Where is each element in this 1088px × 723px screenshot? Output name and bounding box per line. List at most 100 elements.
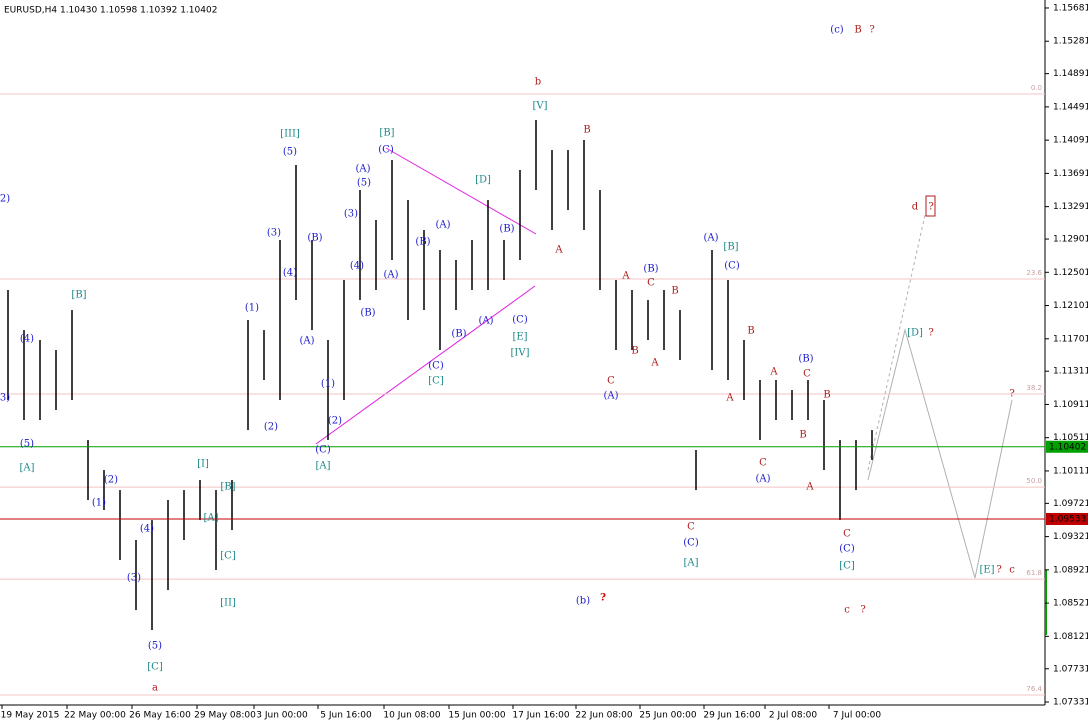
wave-label: [B]	[220, 482, 235, 493]
y-tick-label: 1.09321	[1053, 532, 1088, 542]
wave-label: (A)	[299, 336, 314, 347]
wave-label: ?	[869, 25, 874, 36]
x-tick-label: 10 Jun 08:00	[383, 711, 440, 721]
y-tick-label: 1.07331	[1053, 698, 1088, 708]
wave-label: C	[803, 369, 811, 380]
wave-label: (5)	[148, 641, 162, 652]
wave-label: (5)	[357, 178, 371, 189]
wave-label: B	[671, 286, 678, 297]
fib-label: 23.6	[1026, 269, 1042, 277]
wave-label: [A]	[315, 461, 330, 472]
y-tick-label: 1.08921	[1053, 565, 1088, 575]
fib-label: 0.0	[1031, 84, 1042, 92]
wave-label: B	[823, 390, 830, 401]
wave-label: [A]	[19, 463, 34, 474]
wave-label: (C)	[315, 445, 331, 456]
x-tick-label: 3 Jun 00:00	[256, 711, 308, 721]
wave-label: [B]	[71, 290, 86, 301]
x-tick-label: 17 Jun 16:00	[512, 711, 569, 721]
wave-label: A	[621, 271, 630, 282]
wave-label: ?	[996, 565, 1001, 576]
triangle-upper	[385, 147, 537, 235]
x-tick-label: 22 Jun 08:00	[575, 711, 632, 721]
wave-label: (4)	[283, 268, 297, 279]
y-tick-label: 1.11701	[1053, 334, 1088, 344]
wave-label: c	[1009, 565, 1015, 576]
y-tick-label: 1.15281	[1053, 37, 1088, 47]
wave-label: (B)	[499, 224, 514, 235]
wave-label: (5)	[20, 439, 34, 450]
y-tick-label: 1.09721	[1053, 499, 1088, 509]
y-tick-label: 1.11311	[1053, 367, 1088, 377]
price-tag	[1046, 512, 1088, 525]
wave-label: B	[631, 346, 638, 357]
x-tick-label: 19 May 2015	[1, 711, 60, 721]
symbol-line: EURUSD,H4 1.10430 1.10598 1.10392 1.1040…	[4, 6, 217, 16]
wave-label: [E]	[512, 332, 527, 343]
fib-label: 61.8	[1026, 569, 1042, 577]
y-tick-label: 1.14491	[1053, 102, 1088, 112]
wave-label: [B]	[723, 242, 738, 253]
wave-label: [IV]	[511, 348, 530, 359]
y-tick-label: 1.10111	[1053, 466, 1088, 476]
wave-label: [A]	[203, 513, 218, 524]
wave-label: [D]	[475, 175, 491, 186]
wave-label: ?	[928, 202, 933, 213]
x-tick-label: 15 Jun 00:00	[448, 711, 505, 721]
wave-label: C	[843, 529, 851, 540]
y-tick-label: 1.12501	[1053, 268, 1088, 278]
wave-label: [A]	[683, 558, 698, 569]
wave-label: (A)	[435, 220, 450, 231]
projection-dashed	[867, 214, 926, 471]
wave-label: A	[650, 358, 659, 369]
wave-label: (5)	[283, 147, 297, 158]
x-tick-label: 25 Jun 00:00	[639, 711, 696, 721]
y-tick-label: 1.10511	[1053, 433, 1088, 443]
wave-label: A	[769, 367, 778, 378]
triangle-lower	[315, 285, 536, 445]
y-tick-label: 1.12101	[1053, 301, 1088, 311]
fib-label: 38.2	[1026, 384, 1042, 392]
wave-label: B	[799, 430, 806, 441]
x-tick-label: 5 Jun 16:00	[320, 711, 372, 721]
wave-label: (4)	[140, 524, 154, 535]
wave-label: (3)	[267, 228, 281, 239]
wave-label: (4)	[20, 334, 34, 345]
wave-label: ?	[600, 593, 606, 604]
wave-label: (A)	[355, 164, 370, 175]
y-tick-label: 1.10911	[1053, 400, 1088, 410]
y-tick-label: 1.08521	[1053, 599, 1088, 609]
wave-label: (A)	[478, 316, 493, 327]
wave-label: (C)	[428, 361, 444, 372]
y-tick-label: 1.15681	[1053, 3, 1088, 13]
price-tag	[1046, 440, 1088, 453]
wave-label: (B)	[415, 237, 430, 248]
wave-label: C	[687, 522, 695, 533]
wave-label: (B)	[643, 264, 658, 275]
y-tick-label: 1.13691	[1053, 169, 1088, 179]
wave-label: (1)	[92, 498, 106, 509]
wave-label: ?	[860, 605, 865, 616]
x-tick-label: 26 May 16:00	[129, 711, 191, 721]
x-tick-label: 2 Jul 08:00	[769, 711, 818, 721]
wave-label: (3)	[127, 573, 141, 584]
wave-label: [III]	[280, 129, 300, 140]
y-tick-label: 1.12901	[1053, 235, 1088, 245]
wave-label: (A)	[703, 233, 718, 244]
wave-label: ?	[928, 328, 933, 339]
wave-label: c	[844, 605, 850, 616]
wave-label: [C]	[147, 662, 163, 673]
y-tick-label: 1.14091	[1053, 136, 1088, 146]
x-tick-label: 7 Jul 00:00	[833, 711, 882, 721]
wave-label: [E]	[979, 565, 994, 576]
wave-label: (A)	[755, 474, 770, 485]
wave-label: B	[583, 125, 590, 136]
wave-label: A	[554, 245, 563, 256]
wave-label: d	[912, 202, 919, 213]
price-tag-label: 1.10402	[1049, 442, 1086, 452]
wave-label: (B)	[451, 329, 466, 340]
wave-label: (A)	[603, 391, 618, 402]
wave-label: (b)	[576, 596, 590, 607]
